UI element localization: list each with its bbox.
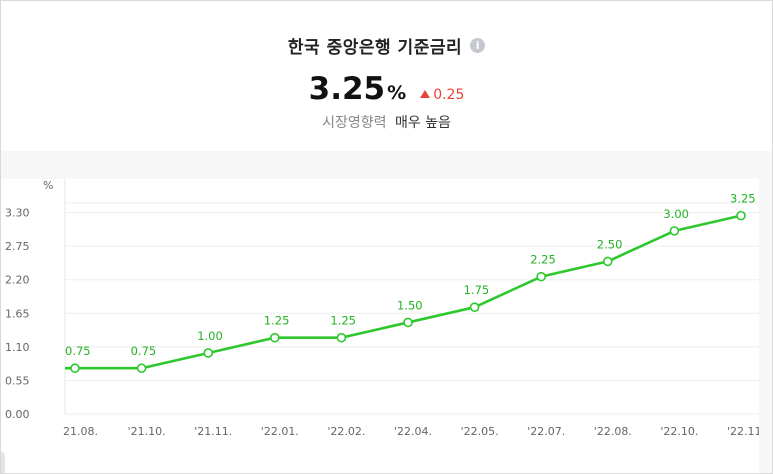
x-tick-label: '21.10.	[128, 425, 166, 438]
data-point	[602, 256, 613, 267]
x-tick-label: '22.01.	[261, 425, 299, 438]
info-icon[interactable]: i	[470, 38, 486, 53]
data-label: 1.50	[397, 298, 423, 312]
x-tick-label: '22.07.	[527, 425, 565, 438]
y-unit-label: %	[43, 179, 53, 192]
data-point	[536, 271, 547, 282]
x-tick-label: '21.11.	[194, 425, 232, 438]
y-tick-label: 0.55	[5, 374, 30, 387]
title-row: 한국 중앙은행 기준금리 i	[1, 33, 772, 58]
data-label: 2.50	[597, 237, 623, 251]
x-tick-label: '22.11.	[727, 425, 759, 438]
x-tick-label: '22.10.	[660, 425, 698, 438]
data-point	[269, 332, 280, 343]
data-label: 1.75	[464, 283, 490, 297]
current-rate: 3.25	[308, 71, 386, 107]
x-tick-label: '22.04.	[394, 425, 432, 438]
data-point	[736, 210, 746, 221]
rate-value-row: 3.25 % 0.25	[1, 71, 772, 107]
y-tick-label: 1.65	[5, 307, 30, 320]
scroll-handle[interactable]	[1, 451, 5, 473]
rate-unit: %	[387, 82, 407, 104]
data-point	[403, 317, 413, 328]
data-point	[203, 348, 213, 358]
data-label: 0.75	[131, 344, 157, 358]
data-point	[136, 363, 147, 374]
impact-value: 매우 높음	[394, 115, 451, 131]
data-point	[70, 363, 80, 374]
series-line	[75, 214, 742, 370]
x-tick-label: '22.08.	[594, 425, 632, 438]
up-triangle-icon	[420, 90, 431, 98]
x-tick-label: '22.05.	[461, 425, 499, 438]
data-label: 0.75	[65, 344, 91, 358]
data-label: 1.00	[197, 329, 223, 343]
widget-title: 한국 중앙은행 기준금리	[287, 38, 463, 58]
y-tick-label: 3.30	[5, 207, 30, 220]
data-label: 3.25	[730, 192, 756, 206]
rate-line-chart: 0.00 0.55 1.10 1.65 2.20 2.75 3.30% 21.08. '21.1…	[5, 179, 765, 438]
rate-header: 한국 중앙은행 기준금리 i 3.25 % 0.25 시장영향력 매우 높음	[1, 1, 772, 151]
x-tick-label: '22.02.	[327, 425, 365, 438]
data-point	[669, 226, 680, 236]
data-label: 1.25	[330, 314, 356, 328]
data-point	[469, 302, 480, 312]
market-impact: 시장영향력 매우 높음	[1, 112, 772, 132]
y-tick-label: 1.10	[5, 341, 30, 354]
rate-change-value: 0.25	[433, 87, 465, 103]
data-label: 2.25	[530, 253, 556, 267]
rate-change: 0.25	[420, 87, 464, 103]
data-label: 3.00	[663, 207, 689, 221]
y-tick-label: 2.20	[5, 274, 30, 287]
data-point	[336, 332, 347, 343]
y-tick-label: 0.00	[5, 408, 30, 421]
y-tick-label: 2.75	[5, 240, 30, 253]
chart-area: 0.00 0.55 1.10 1.65 2.20 2.75 3.30% 21.08. '21.1…	[1, 151, 772, 473]
impact-label: 시장영향력	[322, 115, 387, 131]
x-tick-label: 21.08.	[63, 425, 98, 438]
chart-panel: 0.00 0.55 1.10 1.65 2.20 2.75 3.30% 21.08. '21.1…	[1, 179, 765, 473]
data-label: 1.25	[264, 314, 290, 328]
